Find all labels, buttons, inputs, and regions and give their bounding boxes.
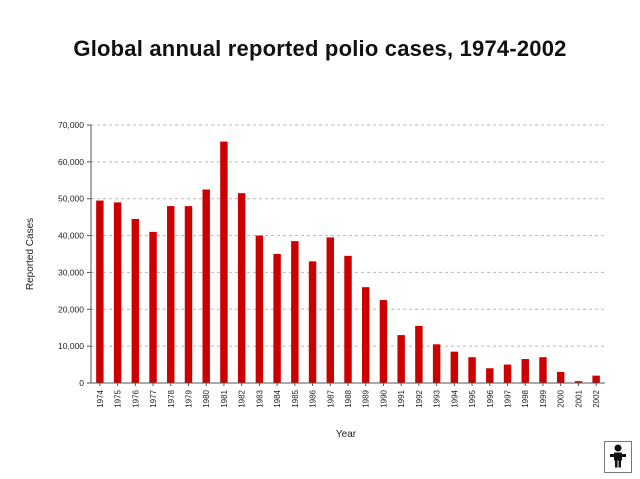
bar — [379, 300, 388, 383]
y-tick-labels: 0 10,000 20,000 30,000 40,000 50,000 60,000 70,… — [58, 120, 84, 388]
x-tick-labels: 1974 1975 1976 1977 1978 1979 1980 1981 1982 1983… — [96, 389, 601, 407]
x-tick-label: 1982 — [238, 389, 247, 407]
x-tick-label: 1996 — [486, 389, 495, 407]
bar — [308, 261, 317, 383]
bar — [167, 206, 175, 383]
y-tick-label: 60,000 — [58, 157, 84, 167]
y-tick-label: 20,000 — [58, 304, 84, 314]
bar — [556, 371, 565, 383]
x-tick-label: 1981 — [220, 389, 229, 407]
bar — [574, 381, 583, 383]
y-tick-label: 10,000 — [58, 341, 84, 351]
bar — [149, 231, 157, 383]
y-tick-label: 50,000 — [58, 194, 84, 204]
bar — [450, 351, 459, 383]
x-tick-label: 1976 — [131, 389, 140, 407]
y-tick-label: 40,000 — [58, 231, 84, 241]
bar — [237, 193, 246, 383]
bar — [131, 218, 140, 383]
y-tick-label: 70,000 — [58, 120, 84, 130]
bar — [539, 357, 547, 383]
x-axis-label: Year — [336, 429, 357, 440]
x-tick-label: 1994 — [450, 389, 459, 407]
bar — [503, 364, 512, 383]
person-pictogram-icon — [610, 444, 626, 468]
bar — [184, 206, 193, 383]
y-tick-label: 30,000 — [58, 267, 84, 277]
bar — [326, 237, 334, 383]
logo — [604, 441, 632, 473]
bar — [255, 235, 264, 383]
bar — [486, 368, 494, 383]
x-tick-label: 1999 — [539, 389, 548, 407]
x-tick-label: 1979 — [184, 389, 193, 407]
x-tick-label: 1984 — [273, 389, 282, 407]
bar — [415, 325, 423, 383]
x-tick-label: 1980 — [202, 389, 211, 407]
x-tick-label: 1993 — [433, 389, 442, 407]
x-tick-label: 1985 — [291, 389, 300, 407]
bar — [273, 254, 281, 383]
bar — [521, 359, 529, 383]
gridlines — [91, 124, 605, 347]
x-tick-label: 1975 — [114, 389, 123, 407]
x-tick-label: 1997 — [504, 389, 513, 407]
x-tick-label: 1987 — [326, 389, 335, 407]
bar — [432, 344, 441, 383]
x-tick-label: 2002 — [592, 389, 601, 407]
bar — [220, 141, 228, 383]
bar — [113, 202, 122, 383]
x-tick-label: 1989 — [362, 389, 371, 407]
axes — [87, 124, 605, 386]
x-tick-label: 2001 — [574, 389, 583, 407]
bar — [592, 375, 600, 383]
bar — [362, 287, 370, 383]
x-tick-label: 1978 — [167, 389, 176, 407]
x-tick-label: 1990 — [379, 389, 388, 407]
bar — [202, 189, 210, 383]
bar — [96, 200, 104, 383]
x-tick-label: 1992 — [415, 389, 424, 407]
x-tick-label: 1986 — [309, 389, 318, 407]
x-tick-label: 1991 — [397, 389, 406, 407]
x-tick-label: 1983 — [255, 389, 264, 407]
y-tick-label: 0 — [79, 378, 84, 388]
x-tick-label: 1974 — [96, 389, 105, 407]
x-tick-label: 1995 — [468, 389, 477, 407]
x-tick-label: 1988 — [344, 389, 353, 407]
x-tick-label: 2000 — [557, 389, 566, 407]
chart-title: Global annual reported polio cases, 1974… — [73, 36, 567, 61]
bar — [344, 255, 352, 383]
bars — [96, 141, 600, 383]
bar — [397, 335, 405, 383]
x-tick-label: 1998 — [521, 389, 530, 407]
x-tick-label: 1977 — [149, 389, 158, 407]
bar — [468, 357, 476, 383]
bar — [291, 241, 299, 383]
y-axis-label: Reported Cases — [25, 218, 36, 290]
